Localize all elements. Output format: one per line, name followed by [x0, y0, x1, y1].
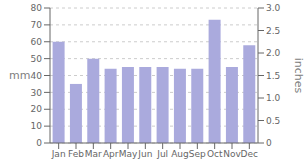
svg-text:Mar: Mar — [85, 149, 102, 159]
svg-text:Apr: Apr — [103, 149, 119, 159]
svg-text:2.0: 2.0 — [266, 48, 281, 58]
svg-text:Aug: Aug — [171, 149, 189, 159]
svg-text:Oct: Oct — [207, 149, 223, 159]
svg-text:70: 70 — [31, 20, 43, 30]
svg-text:Feb: Feb — [68, 149, 84, 159]
svg-text:Dec: Dec — [241, 149, 258, 159]
svg-text:May: May — [119, 149, 138, 159]
svg-text:1.0: 1.0 — [266, 93, 281, 103]
svg-text:Jan: Jan — [51, 149, 66, 159]
svg-text:0: 0 — [36, 138, 42, 148]
svg-text:3.0: 3.0 — [266, 3, 281, 13]
svg-text:Jun: Jun — [137, 149, 152, 159]
svg-text:0: 0 — [266, 138, 272, 148]
svg-text:Sep: Sep — [189, 149, 206, 159]
svg-text:Jul: Jul — [156, 149, 168, 159]
svg-text:50: 50 — [31, 54, 43, 64]
svg-text:60: 60 — [31, 37, 43, 47]
svg-text:0.5: 0.5 — [266, 116, 280, 126]
svg-text:80: 80 — [31, 3, 43, 13]
svg-text:2.5: 2.5 — [266, 26, 280, 36]
svg-text:1.5: 1.5 — [266, 71, 280, 81]
svg-text:30: 30 — [31, 88, 43, 98]
svg-text:40: 40 — [31, 71, 43, 81]
svg-text:20: 20 — [31, 104, 43, 114]
svg-text:mm: mm — [9, 69, 30, 82]
svg-text:10: 10 — [31, 121, 43, 131]
svg-text:inches: inches — [292, 58, 300, 94]
svg-text:Nov: Nov — [223, 149, 241, 159]
